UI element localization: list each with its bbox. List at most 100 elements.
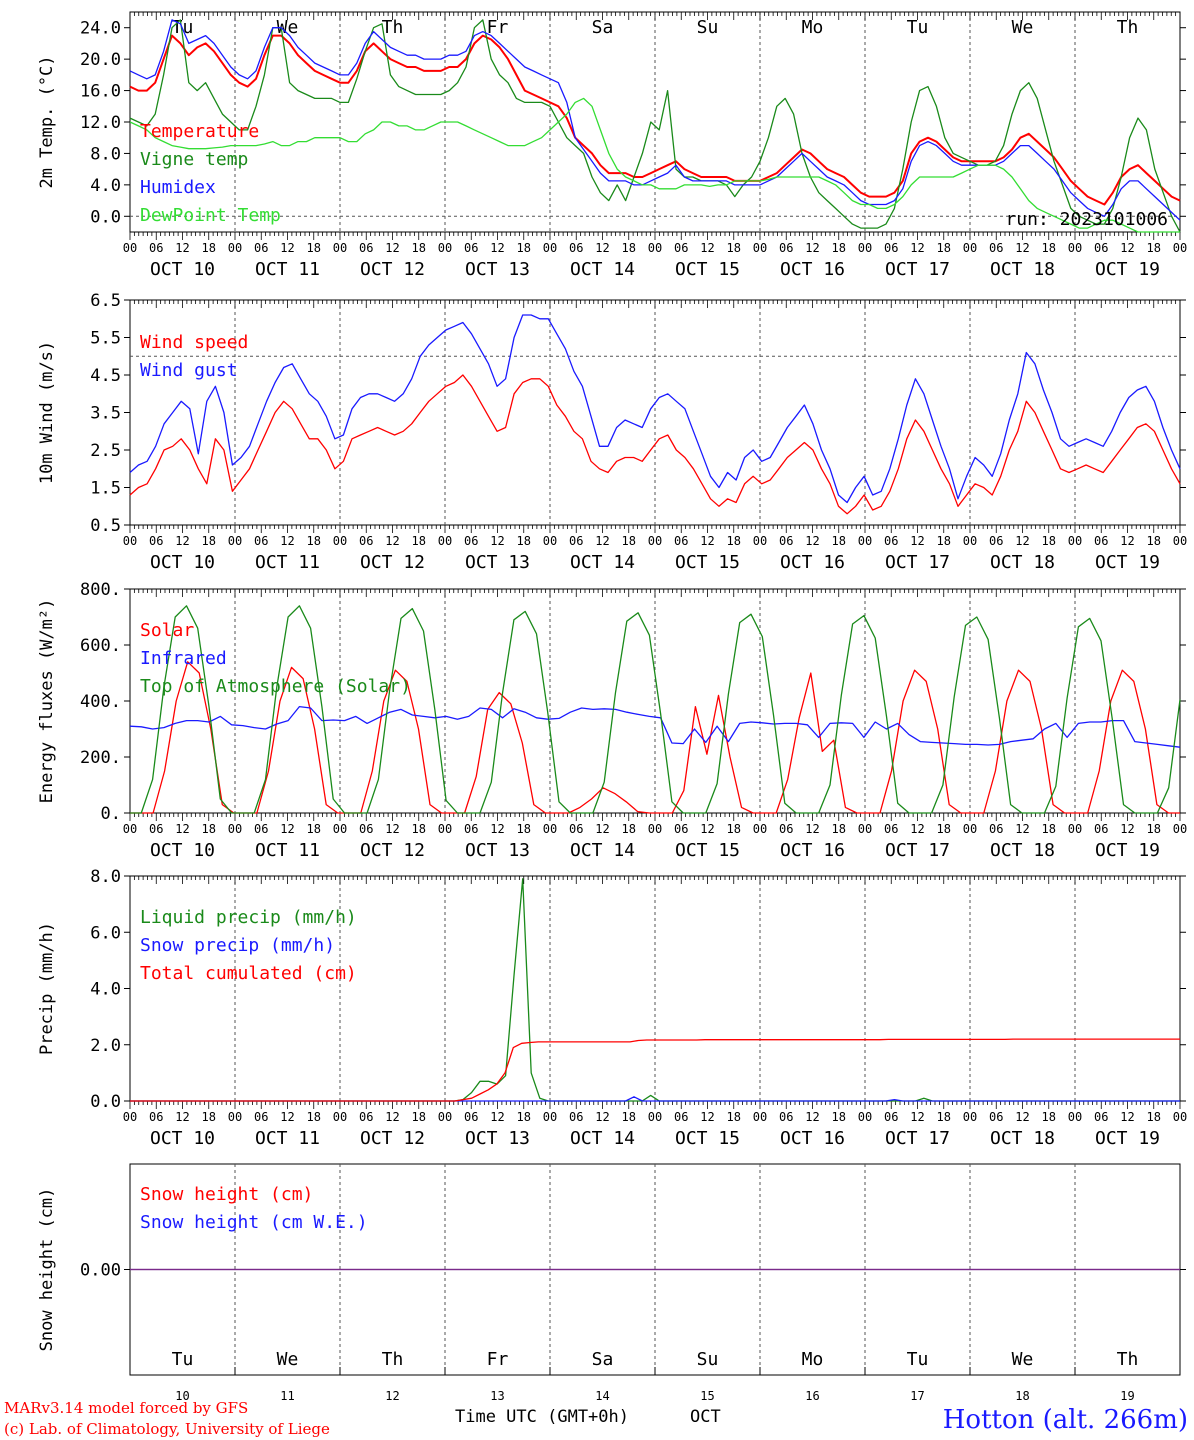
hour-label: 00 xyxy=(333,822,347,836)
series-line-2 xyxy=(129,19,1181,233)
lab-credit: (c) Lab. of Climatology, University of L… xyxy=(4,1420,330,1438)
hour-label: 06 xyxy=(1094,534,1108,548)
hour-label: 12 xyxy=(700,1110,714,1124)
y-tick-label: 8.0 xyxy=(90,867,121,887)
series-line-3 xyxy=(130,1038,1180,1102)
legend-entry: Snow height (cm W.E.) xyxy=(140,1212,368,1233)
legend-entry: Solar xyxy=(140,620,194,641)
hour-label: 18 xyxy=(412,534,426,548)
weekday-label: Sa xyxy=(592,1349,614,1370)
hour-label: 12 xyxy=(490,534,504,548)
hour-label: 06 xyxy=(569,1110,583,1124)
y-axis-label: Precip (mm/h) xyxy=(37,922,57,1055)
hour-label: 00 xyxy=(963,534,977,548)
legend-entry: Temperature xyxy=(140,121,259,142)
date-label: OCT 15 xyxy=(675,552,740,573)
date-label: OCT 11 xyxy=(255,1128,320,1149)
weekday-label: We xyxy=(277,1349,299,1370)
date-label: OCT 14 xyxy=(570,1128,635,1149)
date-label: OCT 13 xyxy=(465,259,530,280)
hour-label: 12 xyxy=(385,822,399,836)
hour-label: 00 xyxy=(123,822,137,836)
hour-label: 06 xyxy=(359,1110,373,1124)
day-number: 16 xyxy=(805,1389,819,1403)
y-tick-label: 16.0 xyxy=(80,82,121,102)
hour-label: 18 xyxy=(832,822,846,836)
weekday-label: Su xyxy=(697,17,719,38)
hour-label: 18 xyxy=(832,534,846,548)
hour-label: 12 xyxy=(175,822,189,836)
hour-label: 00 xyxy=(228,534,242,548)
y-tick-label: 600. xyxy=(80,636,121,656)
date-label: OCT 19 xyxy=(1095,259,1160,280)
date-label: OCT 14 xyxy=(570,552,635,573)
panel-4: 0.0 2.0 4.0 6.0 8.0 Precip (mm/h) 00 06 12 18 OCT … xyxy=(37,867,1187,1149)
hour-label: 12 xyxy=(385,534,399,548)
hour-label: 06 xyxy=(1094,1110,1108,1124)
hour-label: 18 xyxy=(202,822,216,836)
hour-label: 18 xyxy=(202,1110,216,1124)
hour-label: 00 xyxy=(333,534,347,548)
date-label: OCT 11 xyxy=(255,840,320,861)
series-line-1 xyxy=(129,374,1181,515)
panel-1: 0.0 4.0 8.0 12.0 16.0 20.0 24.0 2m Temp. (°C) 00… xyxy=(37,11,1187,280)
hour-label: 12 xyxy=(490,822,504,836)
hour-label: 00 xyxy=(1068,534,1082,548)
hour-label: 06 xyxy=(359,822,373,836)
hour-label: 18 xyxy=(1147,1110,1161,1124)
date-label: OCT 16 xyxy=(780,259,845,280)
hour-label: 00 xyxy=(1068,1110,1082,1124)
hour-label: 18 xyxy=(202,241,216,255)
hour-label: 18 xyxy=(1042,534,1056,548)
date-label: OCT 12 xyxy=(360,840,425,861)
hour-label: 18 xyxy=(937,534,951,548)
weekday-label: We xyxy=(1012,17,1034,38)
series-line-3 xyxy=(129,19,1181,221)
date-label: OCT 17 xyxy=(885,552,950,573)
hour-label: 18 xyxy=(1042,822,1056,836)
date-label: OCT 15 xyxy=(675,259,740,280)
hour-label: 18 xyxy=(517,1110,531,1124)
hour-label: 06 xyxy=(674,534,688,548)
date-label: OCT 17 xyxy=(885,1128,950,1149)
hour-label: 00 xyxy=(333,241,347,255)
date-label: OCT 12 xyxy=(360,259,425,280)
hour-label: 00 xyxy=(858,534,872,548)
hour-label: 00 xyxy=(753,241,767,255)
weekday-label: Fr xyxy=(487,1349,509,1370)
hour-label: 06 xyxy=(884,241,898,255)
hour-label: 12 xyxy=(385,241,399,255)
hour-label: 00 xyxy=(543,241,557,255)
hour-label: 06 xyxy=(359,534,373,548)
hour-label: 06 xyxy=(359,241,373,255)
hour-label: 06 xyxy=(989,822,1003,836)
y-tick-label: 0.00 xyxy=(80,1261,121,1281)
hour-label: 18 xyxy=(937,822,951,836)
hour-label: 18 xyxy=(307,534,321,548)
hour-label: 12 xyxy=(175,534,189,548)
weekday-label: Mo xyxy=(802,1349,824,1370)
hour-label: 00 xyxy=(648,241,662,255)
y-tick-label: 6.0 xyxy=(90,923,121,943)
date-label: OCT 17 xyxy=(885,259,950,280)
hour-label: 06 xyxy=(254,1110,268,1124)
hour-label: 18 xyxy=(937,1110,951,1124)
y-tick-label: 400. xyxy=(80,692,121,712)
hour-label: 18 xyxy=(832,1110,846,1124)
y-tick-label: 4.0 xyxy=(90,176,121,196)
hour-label: 12 xyxy=(595,241,609,255)
day-number: 17 xyxy=(910,1389,924,1403)
weekday-label: Th xyxy=(382,1349,404,1370)
day-number: 13 xyxy=(490,1389,504,1403)
hour-label: 00 xyxy=(228,241,242,255)
y-tick-label: 0.0 xyxy=(90,207,121,227)
hour-label: 18 xyxy=(412,1110,426,1124)
hour-label: 06 xyxy=(989,1110,1003,1124)
y-tick-label: 0.5 xyxy=(90,516,121,536)
date-label: OCT 19 xyxy=(1095,552,1160,573)
weekday-label: Tu xyxy=(907,1349,929,1370)
hour-label: 00 xyxy=(858,241,872,255)
hour-label: 00 xyxy=(438,534,452,548)
series-line-3 xyxy=(130,605,1181,814)
